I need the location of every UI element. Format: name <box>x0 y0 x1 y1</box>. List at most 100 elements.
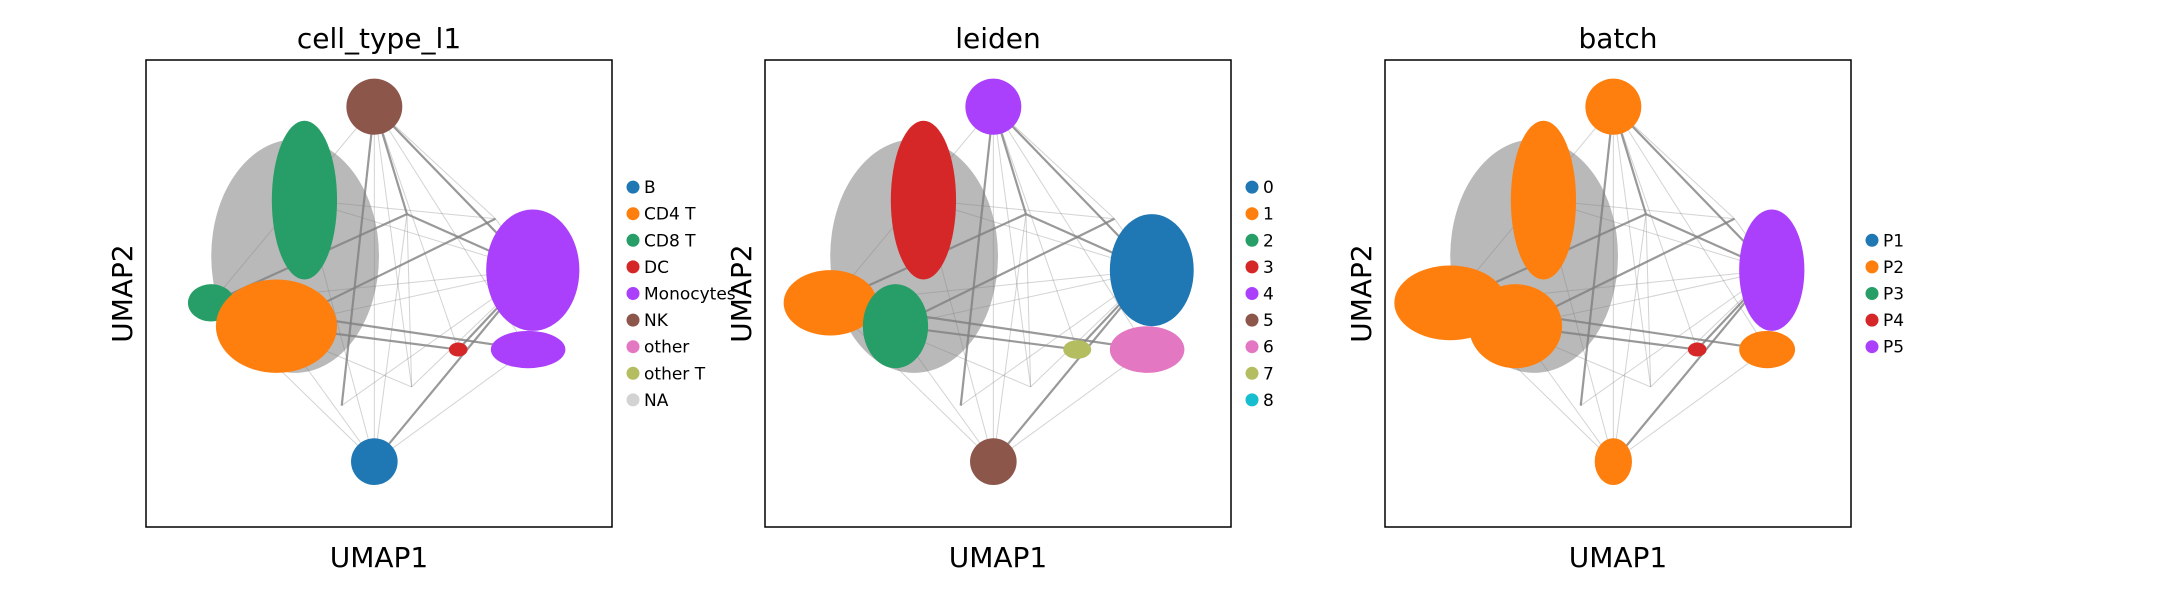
edge-line <box>1025 214 1032 387</box>
cluster-blob <box>1063 340 1092 359</box>
edge-line <box>992 106 1078 350</box>
legend-entry: other T <box>644 364 706 384</box>
cluster-blob <box>890 120 957 280</box>
edge-line <box>992 106 1032 387</box>
legend-entry: 7 <box>1263 364 1274 384</box>
cluster-blob <box>486 209 580 331</box>
cluster-blob <box>1687 342 1707 357</box>
edge-line <box>1612 106 1698 350</box>
cluster-blob <box>862 284 929 369</box>
edge-line <box>1612 106 1652 387</box>
chart-title: leiden <box>955 22 1041 55</box>
legend-marker <box>1245 366 1259 380</box>
legend-entry: 0 <box>1263 178 1274 198</box>
cluster-blob <box>448 342 468 357</box>
edge-line <box>992 106 1148 350</box>
legend-marker <box>626 287 640 300</box>
legend-entry: 8 <box>1263 391 1274 411</box>
axes-frame <box>764 59 1232 528</box>
legend-entry: 1 <box>1263 205 1274 225</box>
legend-marker <box>1245 180 1259 194</box>
legend-entry: P1 <box>1883 231 1904 251</box>
cluster-blob <box>1739 209 1805 331</box>
edge-line <box>1612 106 1768 350</box>
cluster-blob <box>1510 120 1577 280</box>
panel-1: cell_type_l1 UMAP1 UMAP2 B CD4 T CD8 T DC Monoc… <box>106 22 736 574</box>
edge-line <box>1612 214 1647 462</box>
legend-entry: CD4 T <box>644 205 696 225</box>
edge-line <box>374 349 529 463</box>
legend-entry: P5 <box>1883 338 1904 358</box>
legend-entry: 5 <box>1263 311 1274 331</box>
panel-3: batch UMAP1 UMAP2 P1 P2 P3 P4 P5 <box>1345 22 1904 574</box>
legend-entry: 6 <box>1263 338 1274 358</box>
cluster-blob <box>1468 284 1563 369</box>
legend-marker <box>626 233 640 247</box>
cluster-blob <box>1739 330 1796 369</box>
legend: P1 P2 P3 P4 P5 <box>1865 231 1904 358</box>
legend-marker <box>1245 313 1259 327</box>
legend-marker <box>1865 313 1879 327</box>
legend-marker <box>626 260 640 274</box>
y-axis-label: UMAP2 <box>1345 244 1378 343</box>
legend-entry: other <box>644 338 689 358</box>
legend-entry: 2 <box>1263 231 1274 251</box>
cluster-blob <box>783 270 877 336</box>
edge-line <box>373 106 459 350</box>
x-axis-label: UMAP1 <box>330 541 429 574</box>
legend-entry: P4 <box>1883 311 1904 331</box>
edge-line <box>1580 269 1773 406</box>
cluster-blob <box>1109 326 1185 373</box>
x-axis-label: UMAP1 <box>949 541 1048 574</box>
legend-marker <box>626 207 640 221</box>
edge-line <box>992 214 1027 462</box>
legend-marker <box>1245 340 1259 354</box>
legend-marker <box>1245 287 1259 300</box>
legend-marker <box>1245 260 1259 274</box>
legend-marker <box>1865 287 1879 300</box>
axes-frame <box>145 59 613 528</box>
panel-2: leiden UMAP1 UMAP2 0 1 2 3 4 5 6 7 8 <box>725 22 1274 574</box>
edge-line <box>406 214 413 387</box>
chart-title: cell_type_l1 <box>297 22 461 55</box>
legend-entry: 4 <box>1263 285 1274 305</box>
legend-marker <box>1865 260 1879 274</box>
legend-entry: CD8 T <box>644 231 696 251</box>
cluster-blob <box>1109 214 1194 327</box>
legend-entry: DC <box>644 258 669 278</box>
legend-entry: Monocytes <box>644 285 736 305</box>
legend-marker <box>626 393 640 407</box>
legend-entry: 3 <box>1263 258 1274 278</box>
legend-entry: P3 <box>1883 285 1904 305</box>
cluster-blob <box>1585 78 1642 135</box>
axes-frame <box>1384 59 1852 528</box>
cluster-blob <box>351 438 398 485</box>
cluster-blob <box>490 330 566 369</box>
y-axis-label: UMAP2 <box>725 244 758 343</box>
cluster-blob <box>970 438 1017 485</box>
legend: 0 1 2 3 4 5 6 7 8 <box>1245 178 1274 411</box>
legend-entry: B <box>644 178 656 198</box>
legend: B CD4 T CD8 T DC Monocytes NK other other T NA <box>626 178 736 411</box>
edge-line <box>993 349 1148 463</box>
legend-marker <box>626 313 640 327</box>
legend-marker <box>626 340 640 354</box>
cluster-blob <box>965 78 1022 135</box>
legend-marker <box>626 180 640 194</box>
legend-marker <box>1245 393 1259 407</box>
legend-marker <box>1245 207 1259 221</box>
legend-entry: P2 <box>1883 258 1904 278</box>
cluster-blob <box>271 120 338 280</box>
legend-marker <box>626 366 640 380</box>
legend-marker <box>1245 233 1259 247</box>
cluster-blob <box>346 78 403 135</box>
y-axis-label: UMAP2 <box>106 244 139 343</box>
edge-line <box>373 214 408 462</box>
legend-marker <box>1865 233 1879 247</box>
legend-entry: NA <box>644 391 669 411</box>
legend-entry: NK <box>644 311 669 331</box>
cluster-blob <box>1594 438 1632 485</box>
edge-line <box>1645 214 1652 387</box>
